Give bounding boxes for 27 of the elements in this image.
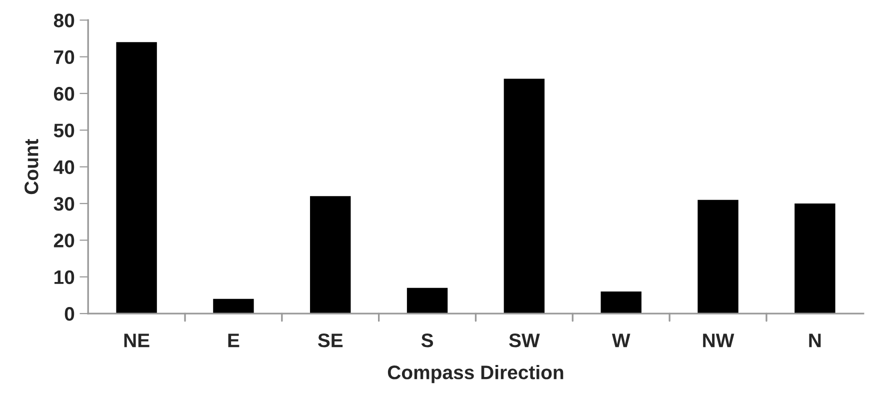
bar (600, 292, 642, 314)
x-tick-label: W (612, 334, 630, 348)
bar (698, 200, 738, 314)
y-tick-label: 80 (54, 14, 74, 28)
x-tick-label: S (421, 334, 434, 348)
y-tick-label: 70 (54, 50, 74, 64)
x-tick-label: SW (509, 334, 540, 348)
bar (504, 78, 545, 314)
y-tick-label: 30 (54, 196, 74, 211)
y-tick-label: 0 (64, 307, 74, 321)
bar (116, 42, 157, 314)
x-tick-label: N (809, 334, 821, 348)
x-tick-label: SE (318, 334, 343, 348)
x-tick-label: E (228, 334, 240, 348)
bar (794, 204, 836, 314)
y-axis-title: Count (24, 138, 38, 194)
x-tick-label: NW (703, 334, 734, 348)
bar (213, 298, 254, 314)
y-tick-label: 40 (54, 160, 74, 174)
y-tick-label: 50 (54, 124, 74, 138)
y-tick-label: 10 (54, 270, 74, 284)
y-tick-label: 60 (54, 86, 74, 101)
bar (310, 196, 351, 314)
bar (406, 288, 448, 314)
x-tick-label: NE (124, 334, 150, 348)
x-axis-title: Compass Direction (388, 365, 564, 384)
y-tick-label: 20 (54, 234, 74, 248)
